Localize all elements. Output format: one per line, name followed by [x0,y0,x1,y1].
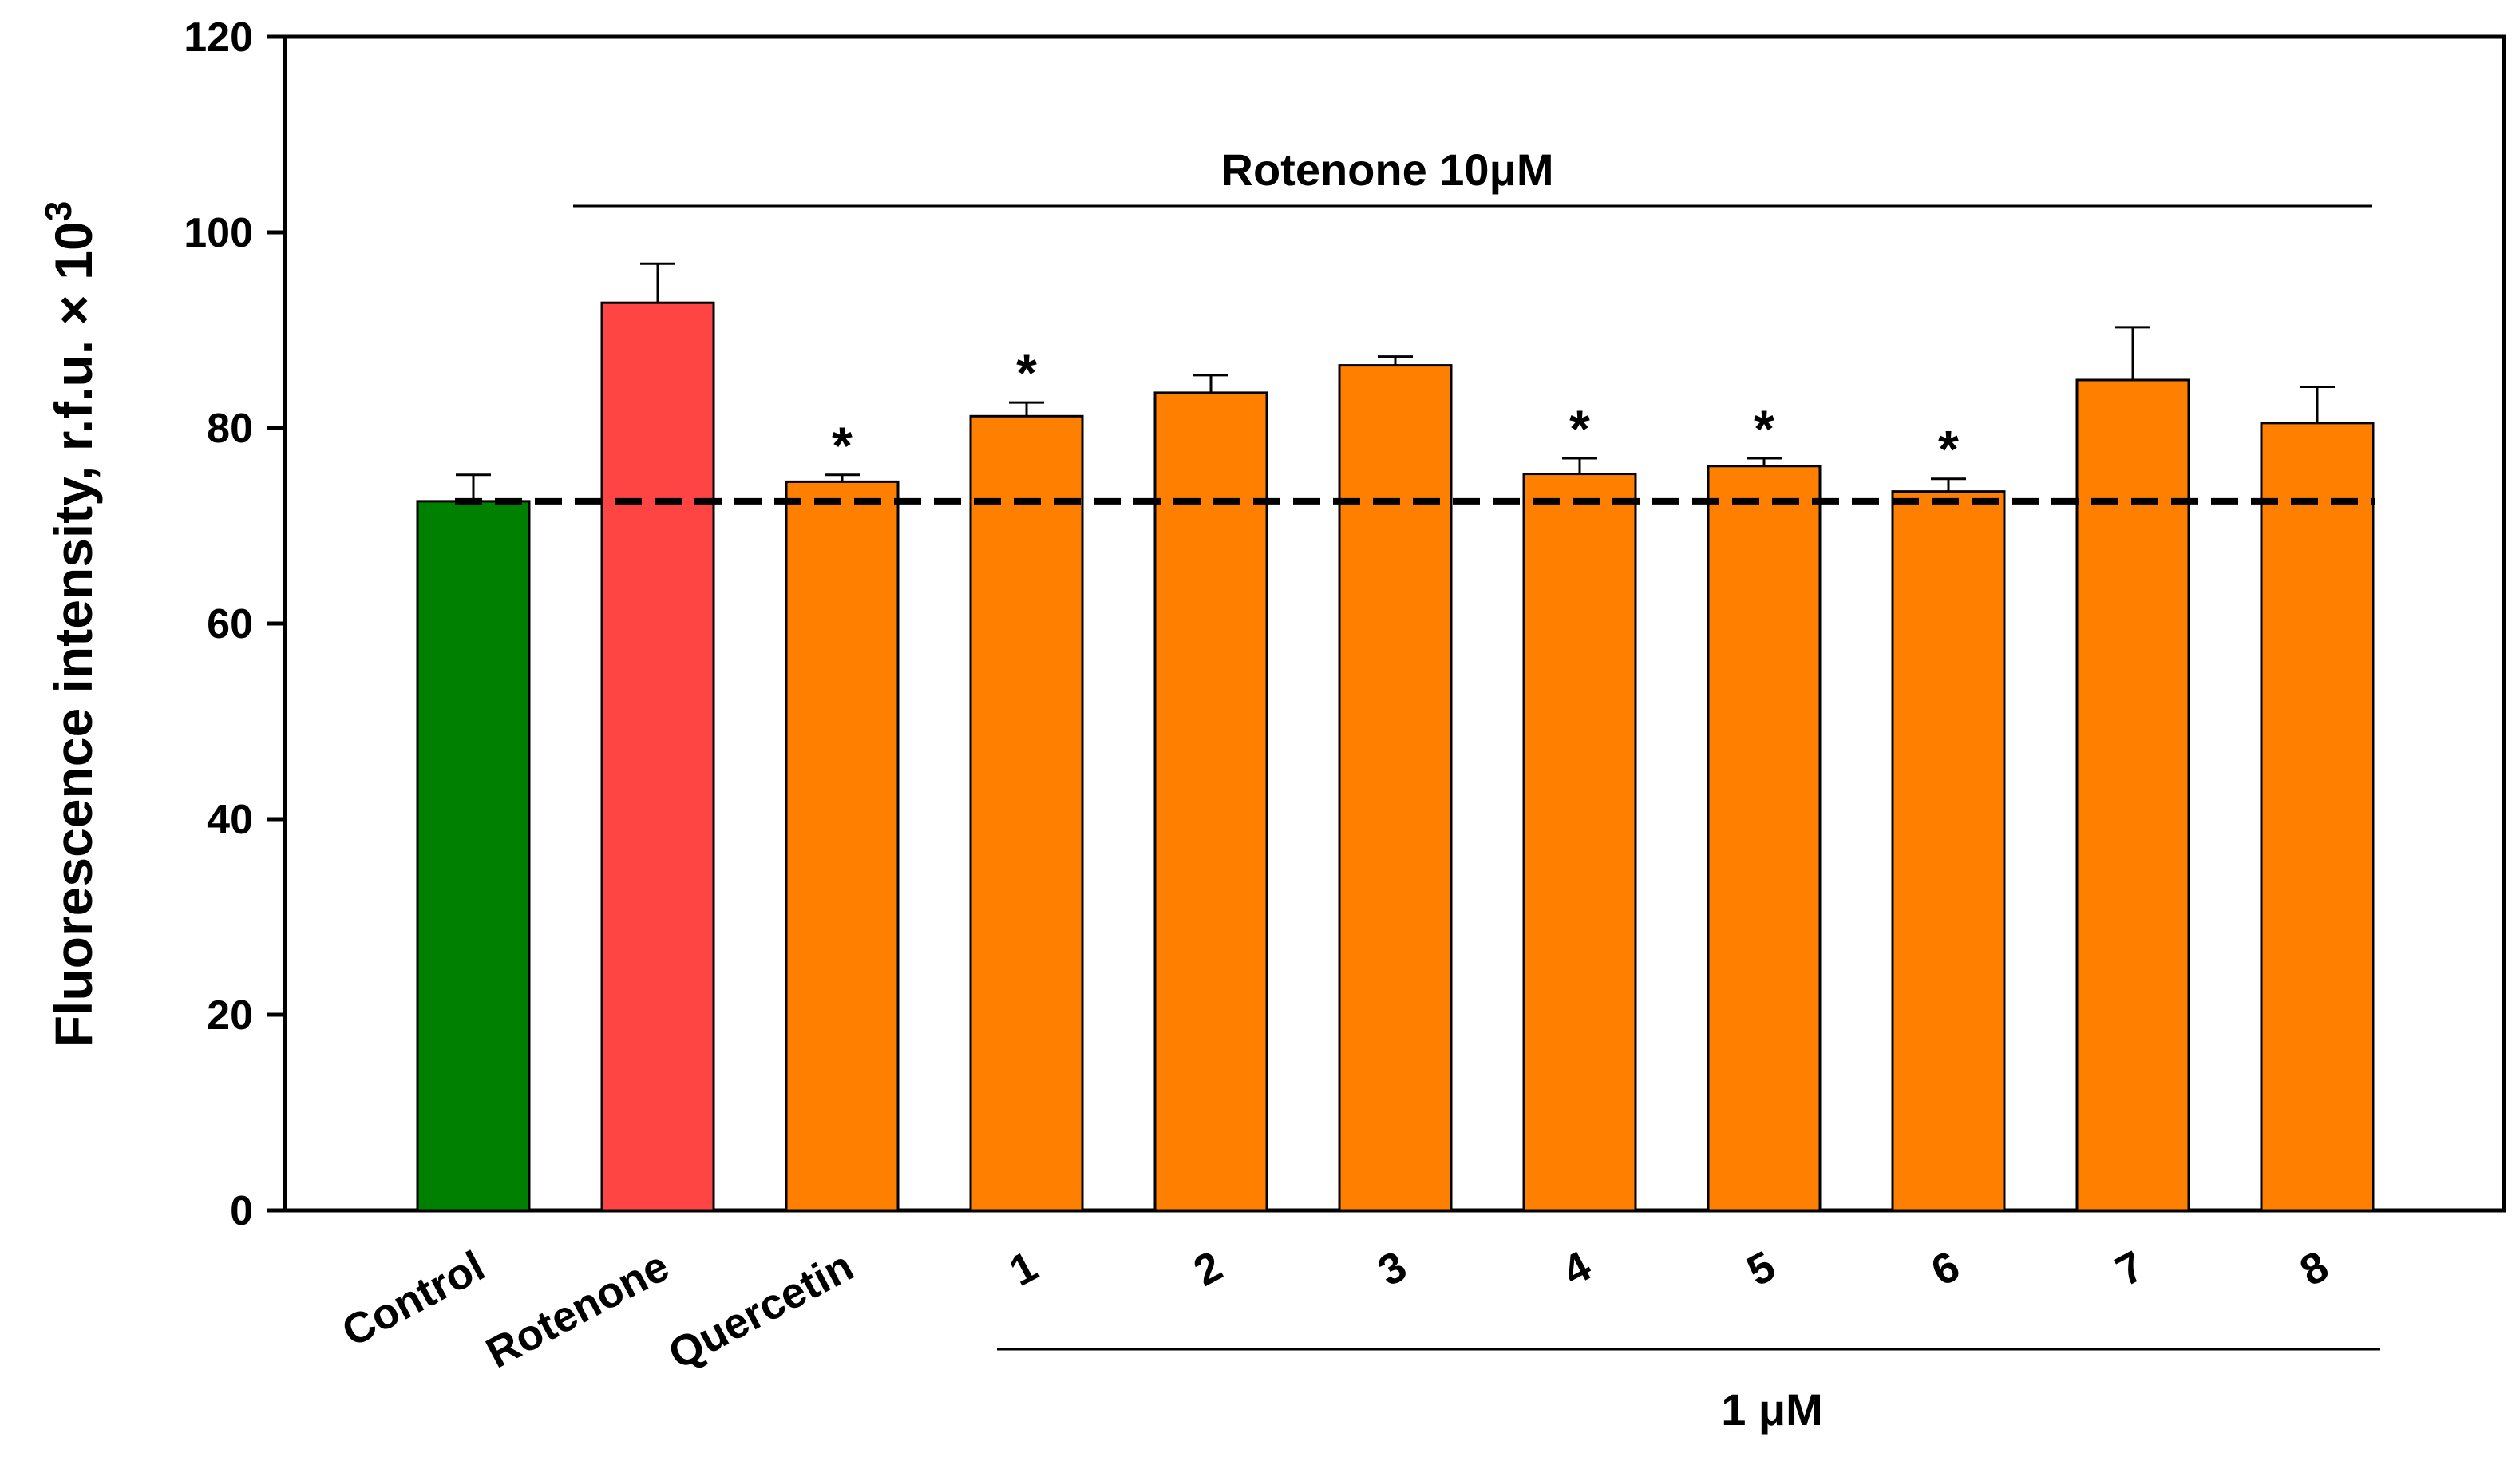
category-label: Control [334,1242,493,1356]
bar-rotenone [600,301,715,1212]
bar-1 [969,414,1084,1212]
category-label: 8 [2293,1242,2336,1296]
bar-quercetin [785,480,900,1212]
category-label: 1 [1002,1242,1046,1296]
top-bracket-label: Rotenone 10μM [1221,145,1554,195]
category-label: Rotenone [479,1242,677,1378]
category-label: 5 [1739,1242,1783,1296]
category-label: 3 [1371,1242,1414,1296]
significance-star: * [1569,399,1590,458]
y-tick-label: 80 [207,406,253,452]
significance-star: * [832,416,853,475]
bar-2 [1153,391,1268,1212]
category-label: Quercetin [661,1242,861,1379]
bar-control [416,500,531,1212]
bar-5 [1707,465,1822,1212]
error-bars [456,262,2335,501]
category-label: 6 [1924,1242,1968,1296]
y-axis-title: Fluorescence intensity, r.f.u. × 103 [38,201,103,1048]
bottom-bracket-label: 1 μM [1721,1384,1823,1435]
bar-3 [1338,364,1453,1212]
category-label: 4 [1555,1242,1599,1296]
bars [416,301,2375,1212]
bar-7 [2075,378,2190,1212]
significance-markers: * * * * * [832,343,1959,479]
y-tick-label: 100 [184,210,253,256]
significance-star: * [1938,420,1959,479]
y-tick-label: 20 [207,992,253,1039]
y-tick-label: 60 [207,601,253,647]
category-label: 7 [2108,1242,2152,1296]
significance-star: * [1016,343,1037,402]
significance-star: * [1754,399,1774,458]
bar-6 [1891,490,2006,1212]
bar-4 [1522,473,1637,1212]
bar-8 [2260,422,2375,1212]
y-tick-label: 40 [207,797,253,843]
y-tick-label: 0 [230,1188,253,1234]
y-axis-ticks: 0 20 40 60 80 100 120 [184,14,285,1234]
category-label: 2 [1186,1242,1230,1296]
y-tick-label: 120 [184,14,253,61]
